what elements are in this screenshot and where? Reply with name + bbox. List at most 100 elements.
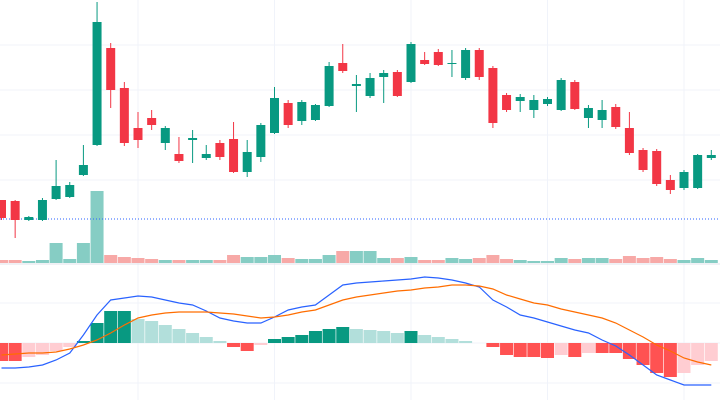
candle-body: [420, 60, 430, 64]
volume-bar: [486, 255, 500, 263]
volume-bar: [22, 261, 36, 263]
candle-body: [147, 118, 157, 125]
candle-body: [624, 128, 634, 153]
volume-bar: [349, 251, 363, 263]
candle-body: [583, 108, 593, 118]
candle-body: [447, 63, 457, 64]
candle-body: [174, 154, 184, 161]
candle-body: [556, 80, 566, 110]
candle-body: [543, 99, 552, 104]
volume-bar: [595, 258, 609, 263]
macd-histogram-bar: [404, 331, 418, 343]
candle-body: [351, 84, 361, 86]
macd-histogram-bar: [377, 331, 391, 343]
candle-body: [10, 201, 20, 220]
volume-bar: [609, 259, 623, 263]
volume-bar: [390, 258, 404, 263]
candle-body: [392, 72, 402, 96]
macd-histogram-bar: [131, 319, 145, 343]
candle-body: [611, 107, 621, 127]
volume-bar: [158, 260, 172, 263]
volume-bar: [213, 260, 227, 263]
candle-body: [679, 172, 689, 188]
macd-histogram-bar: [22, 343, 36, 357]
macd-histogram-bar: [186, 333, 200, 343]
macd-histogram-bar: [486, 343, 500, 347]
candle-body: [188, 138, 198, 140]
volume-bar: [431, 260, 445, 263]
volume-bar: [650, 257, 664, 263]
candle-body: [0, 200, 6, 218]
volume-bar: [363, 251, 377, 263]
volume-bar: [704, 260, 718, 263]
macd-histogram-bar: [418, 335, 432, 343]
macd-histogram-bar: [322, 329, 336, 343]
macd-histogram-bar: [8, 343, 22, 361]
candle-body: [37, 200, 47, 220]
candle-body: [638, 150, 648, 170]
volume-bar: [35, 260, 49, 263]
candle-body: [24, 217, 34, 220]
candle-body: [693, 155, 703, 188]
candle-body: [270, 98, 279, 133]
candle-body: [706, 155, 716, 158]
macd-histogram-bar: [581, 343, 595, 353]
volume-bar: [636, 258, 650, 263]
candle-body: [119, 88, 129, 143]
candle-body: [215, 143, 225, 157]
candle-body: [461, 50, 471, 78]
macd-histogram-bar: [49, 343, 63, 351]
macd-histogram-bar: [281, 337, 295, 343]
volume-bar: [0, 260, 8, 263]
volume-bar: [663, 259, 677, 263]
macd-histogram-bar: [527, 343, 541, 357]
macd-histogram-bar: [35, 343, 49, 355]
volume-bar: [63, 259, 77, 263]
candle-body: [256, 125, 266, 157]
candle-body: [406, 44, 416, 82]
macd-histogram-bar: [554, 343, 568, 355]
volume-bar: [554, 258, 568, 263]
volume-bar: [131, 258, 145, 263]
macd-histogram-bar: [199, 337, 213, 343]
macd-histogram-bar: [145, 321, 159, 343]
volume-bar: [691, 258, 705, 263]
candle-body: [433, 52, 443, 65]
volume-bar: [336, 251, 350, 263]
volume-bar: [541, 261, 554, 263]
macd-histogram-bar: [363, 330, 377, 343]
candle-body: [78, 165, 88, 175]
macd-histogram-bar: [513, 343, 527, 357]
macd-histogram-bar: [445, 339, 459, 343]
candle-body: [597, 110, 607, 120]
macd-histogram-bar: [390, 333, 404, 343]
macd-histogram-bar: [691, 343, 705, 365]
candle-body: [515, 97, 525, 101]
candle-body: [160, 128, 170, 143]
macd-histogram-bar: [568, 343, 582, 357]
macd-histogram-bar: [158, 325, 172, 343]
candle-body: [65, 185, 75, 197]
macd-line: [1, 276, 712, 386]
volume-bar: [117, 257, 131, 263]
volume-bar: [281, 258, 295, 263]
macd-histogram-bar: [268, 339, 281, 343]
macd-histogram-bar: [76, 341, 90, 343]
candle-body: [379, 73, 389, 77]
candle-body: [652, 151, 662, 184]
volume-bar: [104, 255, 118, 263]
volume-bar: [199, 260, 213, 263]
candle-body: [324, 66, 334, 106]
candle-body: [488, 68, 498, 123]
volume-bar: [568, 259, 582, 263]
candle-body: [502, 95, 512, 110]
macd-histogram-bar: [650, 343, 664, 373]
macd-histogram-bar: [459, 341, 473, 343]
volume-bar: [76, 243, 90, 263]
macd-histogram-bar: [117, 311, 131, 343]
candle-body: [338, 63, 348, 71]
volume-bar: [268, 255, 281, 263]
macd-histogram-bar: [104, 311, 118, 343]
